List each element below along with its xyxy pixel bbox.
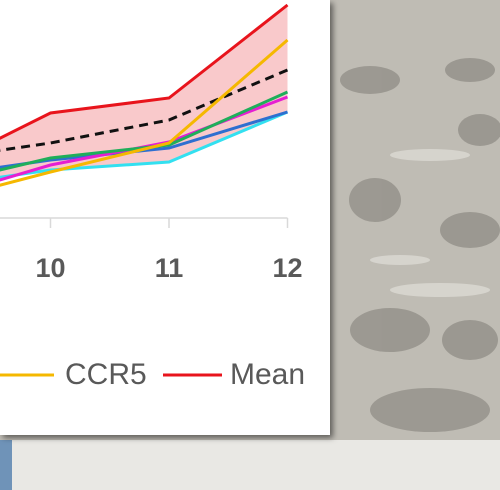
- series-line: [0, 110, 289, 179]
- dashed-line: [0, 68, 289, 152]
- legend-label: Mean: [230, 358, 305, 391]
- x-tick-label: 11: [155, 253, 184, 283]
- chart: 10 11 12 Mean CCR5: [0, 3, 305, 391]
- x-tick-label: 10: [35, 253, 65, 283]
- series-line: [0, 90, 289, 172]
- legend-label: CCR5: [65, 358, 147, 391]
- x-tick-label: 12: [272, 253, 302, 283]
- series-line: [0, 38, 289, 187]
- series-line: [0, 3, 289, 140]
